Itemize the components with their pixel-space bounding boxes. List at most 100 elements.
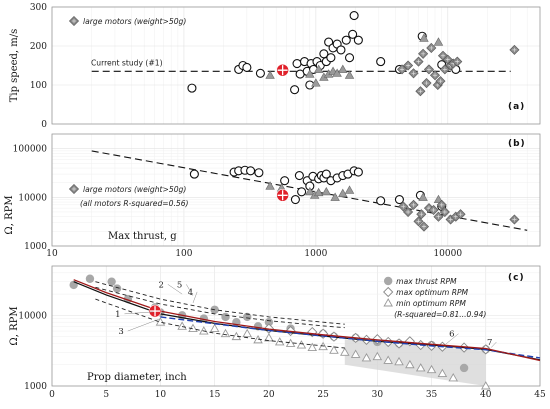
data-point-open-circle: [290, 195, 300, 205]
data-point-large-diamond-hatch: [401, 204, 406, 209]
data-point-large-diamond-hatch: [411, 71, 416, 76]
data-point-open-triangle: [426, 364, 437, 374]
data-point-filled-circle: [221, 312, 230, 322]
data-point-large-diamond-hatch: [433, 73, 438, 78]
legend-large-motors-marker-hatch: [72, 19, 76, 23]
current-study-crosshair: [150, 306, 161, 317]
data-point-filled-circle: [243, 312, 252, 322]
data-point-filled-circle: [459, 363, 469, 373]
data-point-open-circle: [280, 176, 290, 186]
panel-c-frame: [51, 265, 541, 387]
data-point-open-triangle: [394, 356, 404, 366]
data-point-open-triangle: [242, 328, 252, 338]
data-point-open-circle: [189, 169, 199, 179]
data-point-large-diamond-hatch: [421, 51, 426, 56]
data-point-open-circle: [376, 196, 386, 206]
data-point-large-diamond-hatch: [416, 59, 421, 64]
data-point-large-diamond-hatch: [431, 207, 436, 212]
data-point-large-diamond-hatch: [512, 47, 517, 52]
data-point-large-diamond-hatch: [435, 83, 440, 87]
data-point-large-diamond-hatch: [424, 81, 429, 86]
data-point-large-diamond-hatch: [429, 45, 434, 50]
data-point-large-diamond-hatch: [441, 53, 446, 58]
legend-marker-min-optimum: [383, 298, 393, 307]
data-point-large-diamond-hatch: [426, 67, 431, 72]
x-tick-label: 30: [372, 390, 384, 400]
data-point-filled-triangle: [419, 33, 429, 42]
panel-b-frame: [51, 133, 541, 247]
y-axis-label: Ω, RPM: [4, 195, 15, 234]
data-point-filled-triangle: [265, 70, 275, 79]
data-point-large-diamond-hatch: [411, 202, 416, 207]
x-tick-label: 15: [209, 390, 221, 400]
trend-curve-red: [73, 279, 541, 362]
data-point-large-diamond-hatch: [439, 202, 444, 207]
curve-label-7: 7: [487, 338, 492, 348]
data-point-large-diamond-hatch: [453, 214, 458, 219]
data-point-open-circle: [326, 53, 336, 63]
data-point-open-circle: [353, 167, 363, 177]
data-point-large-diamond-hatch: [442, 67, 447, 72]
legend-marker-max-thrust: [383, 276, 393, 286]
data-point-filled-triangle: [330, 192, 340, 201]
x-tick-label: 35: [426, 390, 438, 400]
data-point-filled-triangle: [313, 64, 324, 73]
data-point-filled-triangle: [311, 78, 321, 87]
data-point-filled-triangle: [265, 181, 275, 190]
data-point-filled-triangle: [305, 69, 315, 78]
curve-label-leader: [127, 318, 161, 332]
x-tick-label: 100: [175, 249, 192, 259]
data-point-large-diamond-hatch: [426, 206, 431, 211]
data-point-filled-triangle: [344, 185, 355, 194]
panel-a: 0 100 200 300 large motors (weight>50g) Curre…: [9, 3, 541, 130]
data-point-filled-triangle: [344, 70, 355, 79]
data-point-open-triangle: [383, 355, 393, 364]
data-point-filled-circle: [85, 274, 95, 283]
y-tick-label: 200: [30, 42, 47, 52]
data-point-open-circle: [349, 11, 359, 21]
data-point-large-diamond-hatch: [421, 224, 426, 229]
data-point-large-diamond-hatch: [418, 89, 423, 94]
data-point-large-diamond-hatch: [406, 209, 411, 214]
data-point-filled-triangle: [338, 188, 348, 197]
data-point-filled-triangle: [418, 192, 428, 201]
curve-label-leader: [192, 291, 198, 304]
data-point-open-triangle: [209, 323, 220, 333]
curve-label-2: 2: [158, 280, 163, 290]
confidence-band: [344, 339, 486, 386]
x-tick-label: 5: [103, 390, 109, 400]
y-tick-label: 1000: [24, 242, 47, 252]
curve-label-3: 3: [118, 327, 123, 337]
data-point-filled-circle: [112, 284, 122, 293]
data-point-large-diamond-hatch: [448, 217, 453, 222]
data-point-large-diamond-hatch: [512, 217, 517, 222]
legend-marker-max-optimum: [383, 286, 394, 298]
x-tick-label: 45: [534, 390, 546, 400]
data-point-open-circle: [341, 35, 351, 45]
data-point-open-circle: [336, 45, 346, 55]
envelope-curve: [95, 286, 345, 329]
data-point-filled-triangle: [338, 64, 348, 73]
x-tick-label: 40: [480, 390, 492, 400]
data-point-open-triangle: [177, 321, 187, 330]
curve-label-leader: [445, 333, 459, 345]
data-point-open-circle: [254, 168, 264, 178]
legend-label-min-optimum: min optimum RPM: [396, 299, 466, 308]
data-point-filled-triangle: [433, 194, 444, 204]
panel-a-frame: [51, 6, 541, 125]
current-study-crosshair: [277, 190, 288, 201]
y-tick-label: 0: [41, 120, 47, 130]
legend-label-r-squared: (R-squared=0.81...0.94): [394, 310, 486, 319]
y-axis-label: Ω, RPM: [9, 306, 20, 345]
x-tick-label: 1000: [304, 249, 327, 259]
data-point-large-diamond-hatch: [445, 57, 450, 62]
legend-label-max-optimum: max optimum RPM: [396, 288, 468, 297]
data-point-open-circle: [242, 62, 252, 72]
data-point-large-diamond-hatch: [436, 214, 441, 219]
panel-a-label: (a): [508, 102, 525, 112]
data-point-filled-triangle: [305, 186, 315, 196]
panel-c-label: (c): [508, 273, 525, 283]
current-study-label: Current study (#1): [91, 58, 163, 67]
data-point-open-circle: [292, 58, 302, 69]
curve-label-leader: [167, 284, 183, 295]
